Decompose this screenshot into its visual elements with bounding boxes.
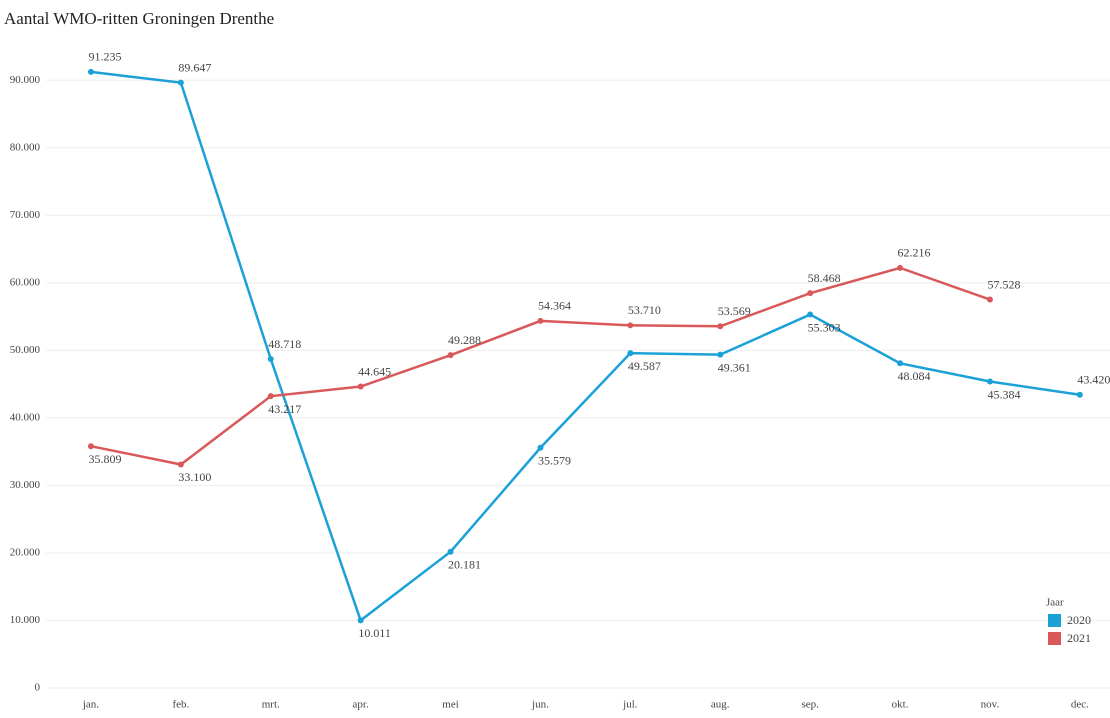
y-tick-label: 20.000 — [10, 546, 41, 558]
data-label: 48.084 — [898, 369, 931, 383]
point — [897, 360, 904, 367]
point — [717, 351, 724, 358]
x-tick-label: mrt. — [262, 699, 280, 711]
legend-title: Jaar — [1046, 597, 1064, 609]
data-label: 35.809 — [88, 452, 121, 466]
point — [717, 323, 724, 330]
data-label: 20.181 — [448, 557, 481, 571]
x-tick-label: mei — [442, 699, 459, 711]
data-label: 55.303 — [808, 320, 841, 334]
y-tick-label: 60.000 — [10, 276, 41, 288]
point — [357, 383, 364, 390]
data-label: 91.235 — [88, 50, 121, 64]
data-label: 49.288 — [448, 333, 481, 347]
x-tick-label: jul. — [622, 699, 638, 711]
y-tick-label: 80.000 — [10, 141, 41, 153]
point — [357, 617, 364, 624]
legend-swatch — [1048, 632, 1061, 645]
y-tick-label: 70.000 — [10, 209, 41, 221]
point — [897, 264, 904, 271]
x-tick-label: dec. — [1071, 699, 1089, 711]
data-label: 49.587 — [628, 359, 661, 373]
point — [807, 290, 814, 297]
data-label: 53.569 — [718, 304, 751, 318]
x-tick-label: apr. — [353, 699, 369, 711]
legend-label: 2020 — [1067, 613, 1091, 627]
point — [87, 68, 94, 75]
y-tick-label: 40.000 — [10, 411, 41, 423]
point — [1076, 391, 1083, 398]
point — [177, 79, 184, 86]
y-tick-label: 30.000 — [10, 479, 41, 491]
line — [90, 266, 991, 466]
data-label: 62.216 — [898, 246, 931, 260]
x-tick-label: nov. — [981, 699, 1000, 711]
point — [447, 548, 454, 555]
data-label: 10.011 — [358, 626, 391, 640]
point — [537, 317, 544, 324]
x-tick-label: aug. — [711, 699, 730, 711]
x-tick-label: jan. — [82, 699, 99, 711]
y-tick-label: 50.000 — [10, 344, 41, 356]
y-tick-label: 10.000 — [10, 614, 41, 626]
point — [447, 352, 454, 359]
y-tick-label: 0 — [35, 682, 41, 694]
point — [986, 296, 993, 303]
point — [87, 443, 94, 450]
point — [627, 350, 634, 357]
x-tick-label: feb. — [172, 699, 189, 711]
legend-label: 2021 — [1067, 631, 1091, 645]
data-label: 58.468 — [808, 271, 841, 285]
data-label: 53.710 — [628, 303, 661, 317]
x-tick-label: sep. — [801, 699, 819, 711]
legend-swatch — [1048, 614, 1061, 627]
point — [986, 378, 993, 385]
data-label: 54.364 — [538, 299, 571, 313]
line — [90, 70, 1081, 623]
point — [807, 311, 814, 318]
data-label: 89.647 — [178, 60, 211, 74]
x-tick-label: jun. — [531, 699, 549, 711]
point — [627, 322, 634, 329]
point — [177, 461, 184, 468]
data-label: 43.420 — [1077, 373, 1110, 387]
data-label: 49.361 — [718, 360, 751, 374]
data-label: 44.645 — [358, 364, 391, 378]
data-label: 48.718 — [268, 337, 301, 351]
data-label: 43.217 — [268, 402, 301, 416]
chart-title: Aantal WMO-ritten Groningen Drenthe — [4, 9, 274, 28]
data-label: 45.384 — [987, 387, 1020, 401]
data-label: 33.100 — [178, 470, 211, 484]
data-label: 57.528 — [987, 277, 1020, 291]
point — [537, 444, 544, 451]
data-label: 35.579 — [538, 453, 571, 467]
x-tick-label: okt. — [892, 699, 909, 711]
point — [267, 393, 274, 400]
point — [267, 356, 274, 363]
y-tick-label: 90.000 — [10, 74, 41, 86]
